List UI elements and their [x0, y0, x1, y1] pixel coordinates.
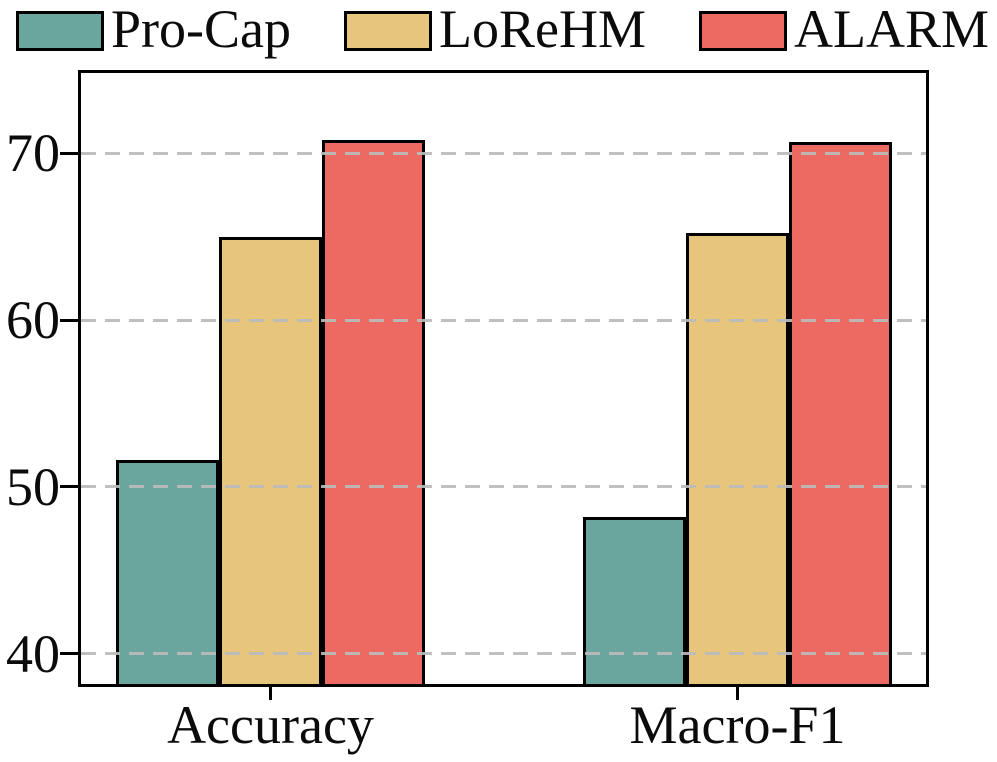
y-tick-mark-40 — [60, 652, 78, 656]
x-tick-mark-accuracy — [269, 687, 272, 700]
plot-area — [78, 70, 929, 687]
gridline-y-60 — [81, 318, 926, 322]
y-tick-mark-60 — [60, 318, 78, 322]
legend: Pro-Cap LoReHM ALARM — [16, 0, 989, 64]
gridline-y-40 — [81, 652, 926, 656]
y-tick-mark-50 — [60, 485, 78, 489]
y-tick-label-70: 70 — [6, 123, 60, 184]
x-category-label-accuracy: Accuracy — [167, 695, 374, 755]
legend-label-lorehm: LoReHM — [438, 0, 646, 59]
legend-item-lorehm: LoReHM — [343, 0, 646, 59]
plot-layer — [78, 70, 929, 687]
y-tick-label-50: 50 — [6, 456, 60, 517]
bar-lorehm-macro-f1 — [686, 233, 789, 687]
bar-alarm-accuracy — [322, 140, 425, 687]
legend-swatch-alarm — [698, 11, 787, 51]
gridline-y-70 — [81, 151, 926, 155]
gridline-y-50 — [81, 485, 926, 489]
bar-pro-cap-macro-f1 — [583, 516, 686, 687]
y-tick-mark-70 — [60, 151, 78, 155]
legend-item-pro-cap: Pro-Cap — [16, 0, 291, 58]
x-category-label-macro-f1: Macro-F1 — [629, 695, 846, 755]
legend-label-pro-cap: Pro-Cap — [111, 0, 291, 59]
legend-swatch-lorehm — [343, 11, 432, 51]
legend-label-alarm: ALARM — [793, 0, 989, 59]
y-tick-label-40: 40 — [6, 623, 60, 684]
y-tick-label-60: 60 — [6, 290, 60, 351]
bar-lorehm-accuracy — [219, 236, 322, 687]
bar-pro-cap-accuracy — [116, 460, 219, 687]
legend-swatch-pro-cap — [16, 11, 104, 51]
bar-alarm-macro-f1 — [789, 141, 892, 687]
legend-item-alarm: ALARM — [698, 0, 989, 59]
x-tick-mark-macro-f1 — [736, 687, 739, 700]
